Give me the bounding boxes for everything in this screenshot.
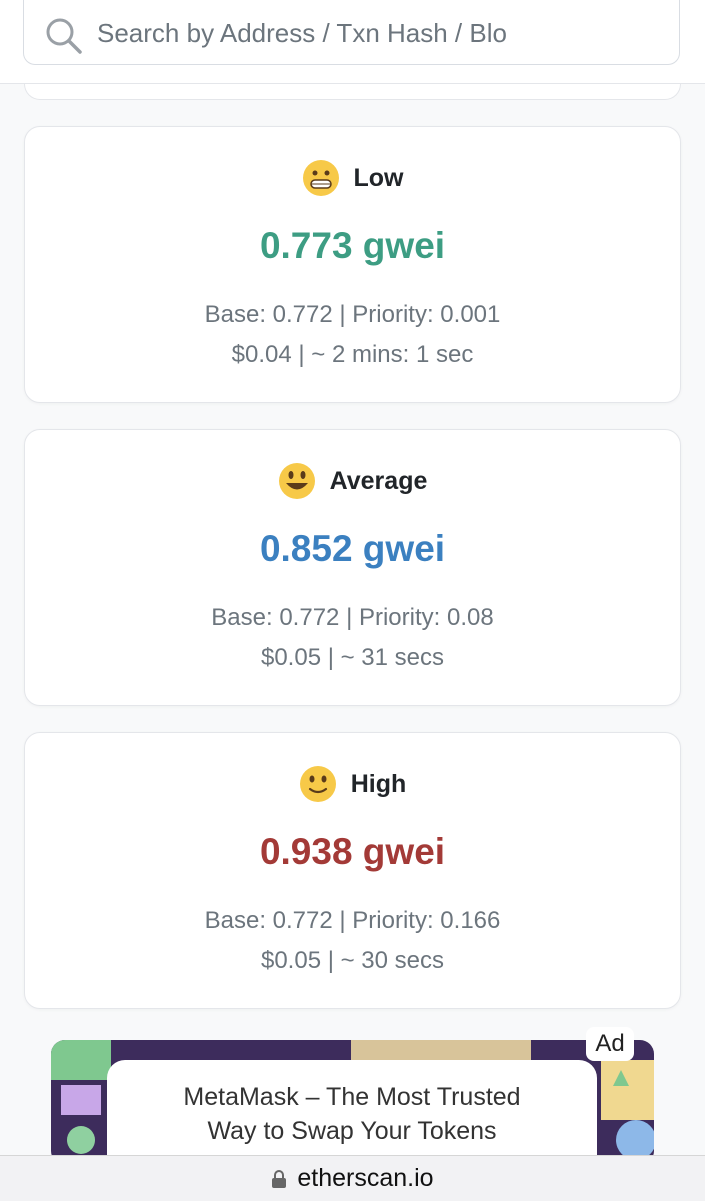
level-label: Average [329, 466, 428, 495]
search-placeholder: Search by Address / Txn Hash / Blo [97, 18, 507, 48]
fee-breakdown: Base: 0.772 | Priority: 0.001 [204, 301, 501, 328]
lock-icon [272, 1169, 287, 1188]
gas-price: 0.773 gwei [259, 225, 446, 266]
emoji-smile [278, 463, 315, 499]
search-icon [46, 18, 82, 54]
browser-url-bar[interactable]: etherscan.io [0, 1155, 705, 1201]
gas-price: 0.852 gwei [259, 528, 446, 569]
ad-artwork [51, 1040, 654, 1160]
search-box[interactable]: Search by Address / Txn Hash / Blo [23, 0, 680, 65]
ad-text: MetaMask – The Most Trusted Way to Swap … [183, 1083, 521, 1145]
cost-time: $0.05 | ~ 31 secs [260, 644, 445, 671]
advertisement[interactable]: MetaMask – The Most Trusted Way to Swap … [51, 1040, 654, 1165]
gas-card-high: High 0.938 gwei Base: 0.772 | Priority: … [24, 732, 681, 1009]
gas-card-low: Low 0.773 gwei Base: 0.772 | Priority: 0… [24, 126, 681, 403]
ad-badge: Ad [586, 1027, 634, 1061]
ad-card: MetaMask – The Most Trusted Way to Swap … [107, 1060, 597, 1165]
gas-price: 0.938 gwei [259, 831, 446, 872]
cost-time: $0.05 | ~ 30 secs [260, 947, 445, 974]
cost-time: $0.04 | ~ 2 mins: 1 sec [231, 341, 474, 368]
fee-breakdown: Base: 0.772 | Priority: 0.166 [204, 907, 501, 934]
level-label: Low [353, 163, 404, 192]
header: Search by Address / Txn Hash / Blo [0, 0, 705, 84]
emoji-slight-smile [299, 766, 336, 802]
level-label: High [350, 769, 407, 798]
url: etherscan.io [297, 1164, 434, 1192]
fee-breakdown: Base: 0.772 | Priority: 0.08 [211, 604, 494, 631]
emoji-grin [302, 160, 339, 196]
gas-card-average: Average 0.852 gwei Base: 0.772 | Priorit… [24, 429, 681, 706]
